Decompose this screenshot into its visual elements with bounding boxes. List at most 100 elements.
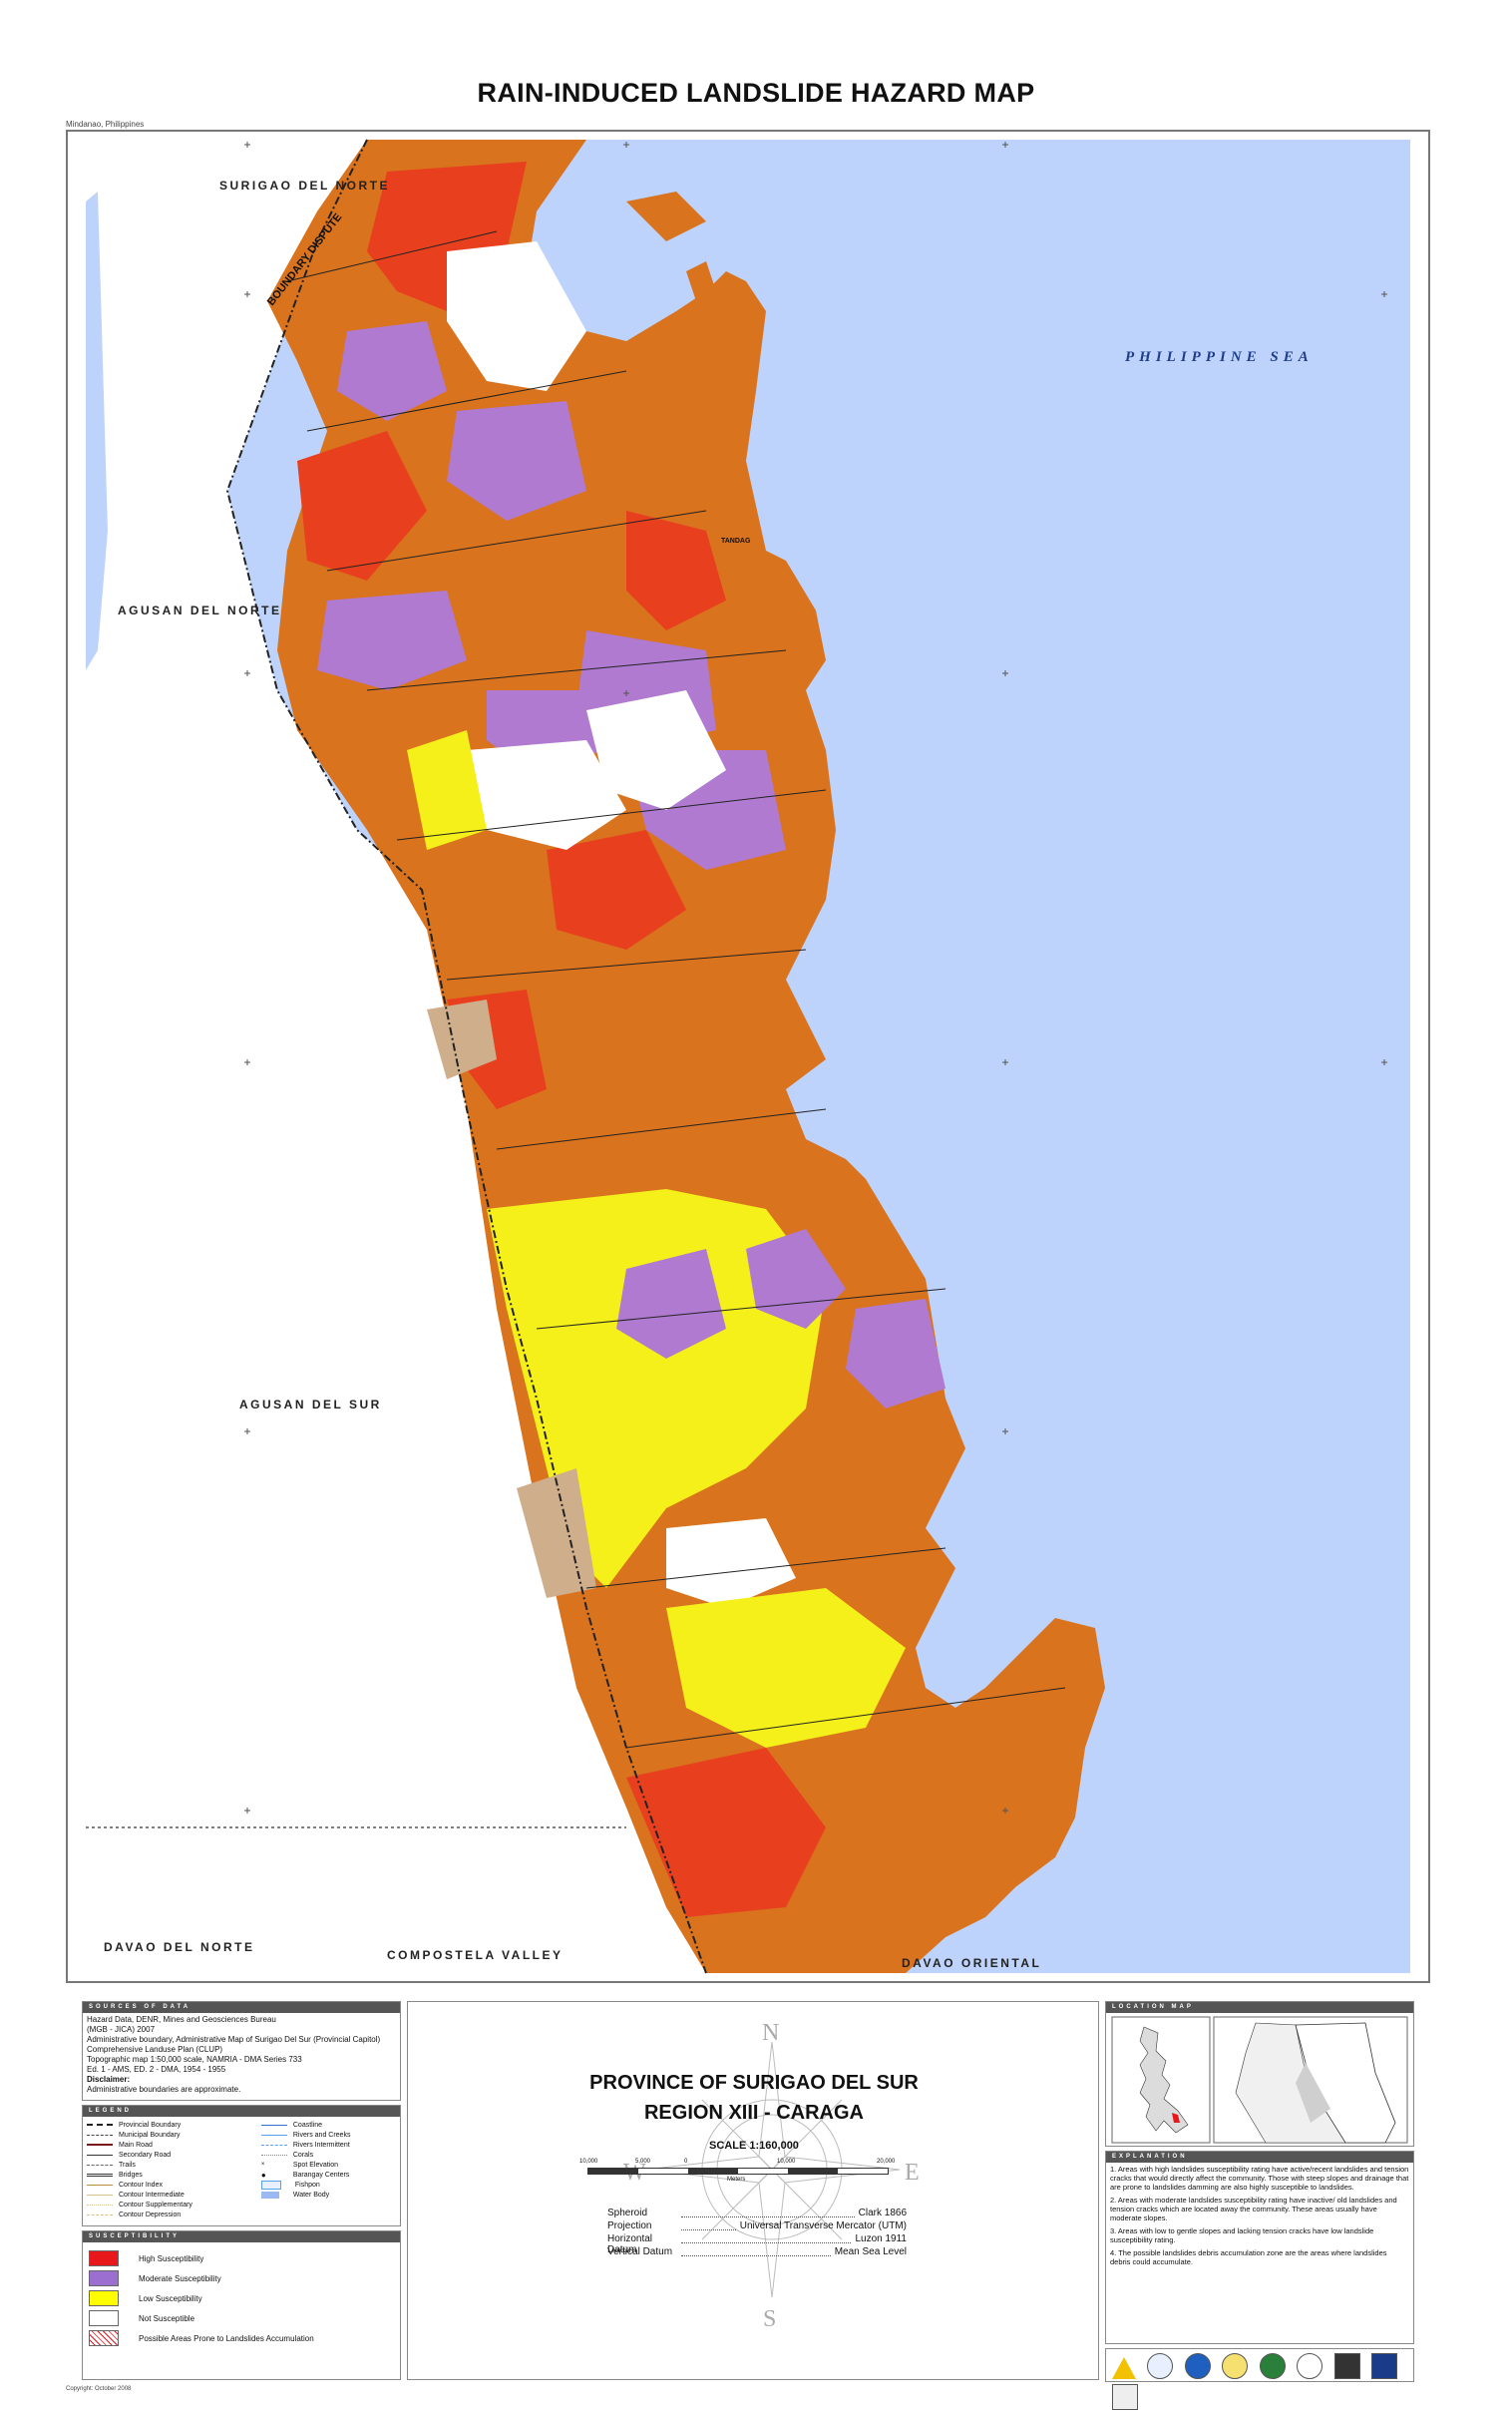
line-symbol — [260, 2124, 287, 2126]
line-symbol — [260, 2144, 287, 2146]
sources-panel: SOURCES OF DATA Hazard Data, DENR, Mines… — [82, 2001, 401, 2101]
spec-key: Vertical Datum — [607, 2246, 673, 2257]
explanation-item: 2. Areas with moderate landslides suscep… — [1110, 2196, 1397, 2222]
susceptibility-label: Low Susceptibility — [139, 2293, 202, 2303]
location-map-header: LOCATION MAP — [1106, 2002, 1413, 2013]
scale-tick: 10,000 — [777, 2159, 796, 2165]
spec-value: Luzon 1911 — [855, 2233, 907, 2244]
legend-item: Provincial Boundary — [119, 2121, 182, 2129]
corals-symbol — [260, 2154, 287, 2156]
spec-key: Spheroid — [607, 2208, 648, 2218]
south-land — [86, 1827, 706, 1973]
scale-tick: 10,000 — [579, 2159, 598, 2165]
legend-left-column: Provincial Boundary Municipal Boundary M… — [87, 2120, 261, 2219]
scale-label: SCALE 1:160,000 — [709, 2140, 799, 2152]
legend-item: Spot Elevation — [292, 2161, 339, 2169]
island — [686, 261, 716, 301]
location-map-panel: LOCATION MAP — [1105, 2001, 1414, 2147]
legend-item: Rivers and Creeks — [292, 2131, 351, 2139]
label-agusan-del-norte: AGUSAN DEL NORTE — [118, 604, 281, 617]
susceptibility-row-high: High Susceptibility — [83, 2248, 400, 2268]
susceptibility-row-low: Low Susceptibility — [83, 2288, 400, 2308]
high-susceptibility-zone — [626, 1748, 826, 1917]
sources-text: Hazard Data, DENR, Mines and Geosciences… — [83, 2013, 400, 2097]
agency-logo-icon — [1333, 2353, 1360, 2379]
susceptibility-label: Not Susceptible — [139, 2313, 195, 2323]
susceptibility-label: High Susceptibility — [139, 2253, 204, 2263]
island — [626, 192, 706, 241]
not-susceptible-zone — [467, 740, 626, 850]
provincial-boundary — [225, 139, 707, 1974]
label-compostela-valley: COMPOSTELA VALLEY — [387, 1948, 564, 1962]
legend-item: Bridges — [119, 2171, 143, 2179]
scale-unit: Meters — [727, 2177, 746, 2183]
source-line: Administrative boundary, Administrative … — [87, 2035, 381, 2044]
legend-item: Secondary Road — [119, 2151, 172, 2159]
map-title: RAIN-INDUCED LANDSLIDE HAZARD MAP — [477, 78, 1035, 108]
explanation-text: 1. Areas with high landslides susceptibi… — [1106, 2163, 1413, 2268]
high-susceptibility-zone — [626, 511, 726, 630]
map-subtitle: Mindanao, Philippines — [66, 120, 145, 129]
moderate-susceptibility-zone — [616, 1249, 726, 1359]
label-davao-del-norte: DAVAO DEL NORTE — [104, 1940, 255, 1954]
scale-tick: 20,000 — [877, 2159, 896, 2165]
legend-item: Contour Index — [119, 2181, 163, 2189]
legend-right-column: Coastline Rivers and Creeks Rivers Inter… — [260, 2120, 396, 2219]
compass-e: E — [905, 2160, 920, 2186]
legend-item: Contour Depression — [119, 2211, 182, 2218]
agency-seal-icon — [1147, 2353, 1174, 2379]
agency-seal-icon — [1222, 2353, 1249, 2379]
label-tandag: TANDAG — [721, 538, 751, 545]
line-symbol — [87, 2144, 113, 2146]
moderate-susceptibility-zone — [746, 1229, 846, 1329]
spec-value: Mean Sea Level — [834, 2246, 907, 2257]
line-symbol — [260, 2134, 287, 2136]
source-line: Topographic map 1:50,000 scale, NAMRIA -… — [87, 2055, 302, 2064]
line-symbol — [87, 2134, 113, 2136]
explanation-header: EXPLANATION — [1106, 2152, 1413, 2163]
map-canvas[interactable]: SURIGAO DEL NORTE AGUSAN DEL NORTE AGUSA… — [68, 132, 1428, 1981]
swatch-low — [89, 2290, 119, 2306]
debris-accumulation-zone — [517, 1468, 596, 1598]
mgb-logo-icon — [1112, 2357, 1136, 2379]
legend-header: LEGEND — [83, 2106, 400, 2117]
moderate-susceptibility-zone — [317, 591, 467, 690]
source-line: Comprehensive Landuse Plan (CLUP) — [87, 2045, 223, 2054]
line-symbol — [87, 2164, 113, 2166]
compass-rose-icon: N S W E — [623, 2020, 920, 2332]
sources-header: SOURCES OF DATA — [83, 2002, 400, 2013]
line-symbol — [87, 2204, 113, 2206]
line-symbol — [87, 2154, 113, 2156]
line-symbol — [87, 2124, 113, 2126]
agency-logo-icon — [1112, 2384, 1138, 2410]
spec-key: Horizontal Datum — [607, 2233, 653, 2255]
not-susceptible-zone — [586, 690, 726, 810]
island — [387, 231, 417, 281]
moderate-susceptibility-zone — [337, 321, 447, 421]
legend-item: Contour Supplementary — [119, 2201, 192, 2209]
explanation-item: 1. Areas with high landslides susceptibi… — [1110, 2165, 1409, 2192]
location-map[interactable] — [1106, 2013, 1413, 2147]
legend-item: Rivers Intermittent — [292, 2141, 350, 2149]
low-susceptibility-zone — [666, 1588, 906, 1748]
not-susceptible-zone — [666, 1518, 796, 1608]
scale-tick: 0 — [684, 2159, 688, 2165]
legend-item: Fishpon — [294, 2181, 320, 2189]
low-susceptibility-zone — [407, 730, 487, 850]
water-body-swatch — [260, 2191, 279, 2199]
legend-item: Trails — [119, 2161, 136, 2169]
compass-n: N — [762, 2020, 779, 2046]
grid-crosses — [244, 142, 1387, 1813]
legend-item: Main Road — [119, 2141, 153, 2149]
agency-logo-icon — [1371, 2353, 1398, 2379]
legend-item: Municipal Boundary — [119, 2131, 181, 2139]
disclaimer-title: Disclaimer: — [87, 2075, 131, 2084]
susceptibility-row-debris: Possible Areas Prone to Landslides Accum… — [83, 2328, 400, 2348]
label-surigao-del-norte: SURIGAO DEL NORTE — [219, 179, 390, 193]
source-line: (MGB - JICA) 2007 — [87, 2025, 156, 2034]
source-line: Ed. 1 - AMS, ED. 2 - DMA, 1954 - 1955 — [87, 2065, 226, 2074]
high-susceptibility-zone — [297, 431, 427, 581]
region-title: REGION XIII - CARAGA — [643, 2102, 864, 2124]
scale-bar: 10,000 5,000 0 10,000 20,000 Meters — [398, 2159, 1090, 2188]
not-susceptible-zone — [447, 241, 586, 391]
